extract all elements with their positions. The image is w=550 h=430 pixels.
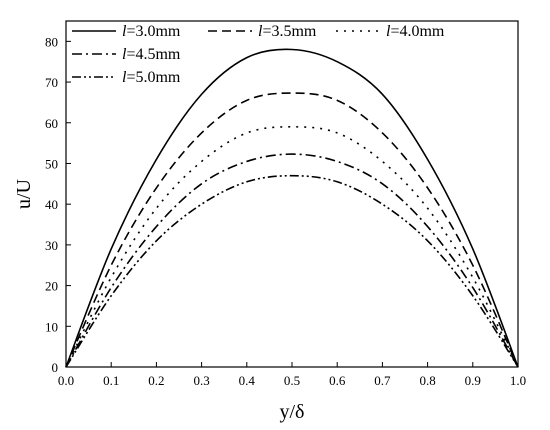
series-line-1 [65,48,519,368]
legend-label-5: l=5.0mm [122,69,181,86]
x-tick-label: 0.9 [465,373,481,388]
legend-symbol: l [386,23,391,40]
y-axis-ticks: 0 10 20 30 40 50 60 70 80 [45,34,71,375]
legend-value: =3.5mm [262,23,316,40]
y-tick-label: 20 [45,279,58,294]
legend-symbol: l [122,46,127,63]
legend-label-4: l=4.5mm [122,46,181,63]
legend-symbol: l [122,69,127,86]
x-tick-label: 0.6 [329,373,346,388]
legend-label-3: l=4.0mm [386,23,445,40]
x-tick-label: 0.4 [239,373,256,388]
y-tick-label: 30 [45,238,58,253]
x-tick-label: 0.2 [148,373,164,388]
legend-symbol: l [258,23,263,40]
y-axis-title: u/U [13,178,35,209]
y-tick-label: 60 [45,116,58,131]
y-tick-label: 40 [45,197,58,212]
legend-label-1: l=3.0mm [122,23,181,40]
legend-value: =4.0mm [390,23,444,40]
legend-value: =4.5mm [126,46,180,63]
x-tick-label: 0.3 [193,373,209,388]
legend-symbol: l [122,23,127,40]
legend-label-2: l=3.5mm [258,23,317,40]
x-tick-label: 0.1 [103,373,119,388]
series-line-3 [65,126,519,368]
series-line-4 [65,153,519,368]
y-tick-label: 70 [45,75,58,90]
y-tick-label: 0 [52,360,59,375]
series-line-5 [65,174,519,368]
x-tick-label: 1.0 [510,373,526,388]
x-tick-label: 0.7 [374,373,391,388]
legend-value: =3.0mm [126,23,180,40]
legend-value: =5.0mm [126,69,180,86]
x-axis-ticks: 0.0 0.1 0.2 0.3 0.4 0.5 0.6 0.7 0.8 0.9 1.0 [58,362,526,388]
x-tick-label: 0.0 [58,373,74,388]
x-tick-label: 0.8 [419,373,435,388]
series-line-2 [65,92,519,368]
x-tick-label: 0.5 [284,373,300,388]
y-tick-label: 80 [45,34,58,49]
x-axis-title: y/δ [280,401,305,423]
series-group [65,48,519,368]
y-tick-label: 10 [45,319,58,334]
y-tick-label: 50 [45,156,58,171]
